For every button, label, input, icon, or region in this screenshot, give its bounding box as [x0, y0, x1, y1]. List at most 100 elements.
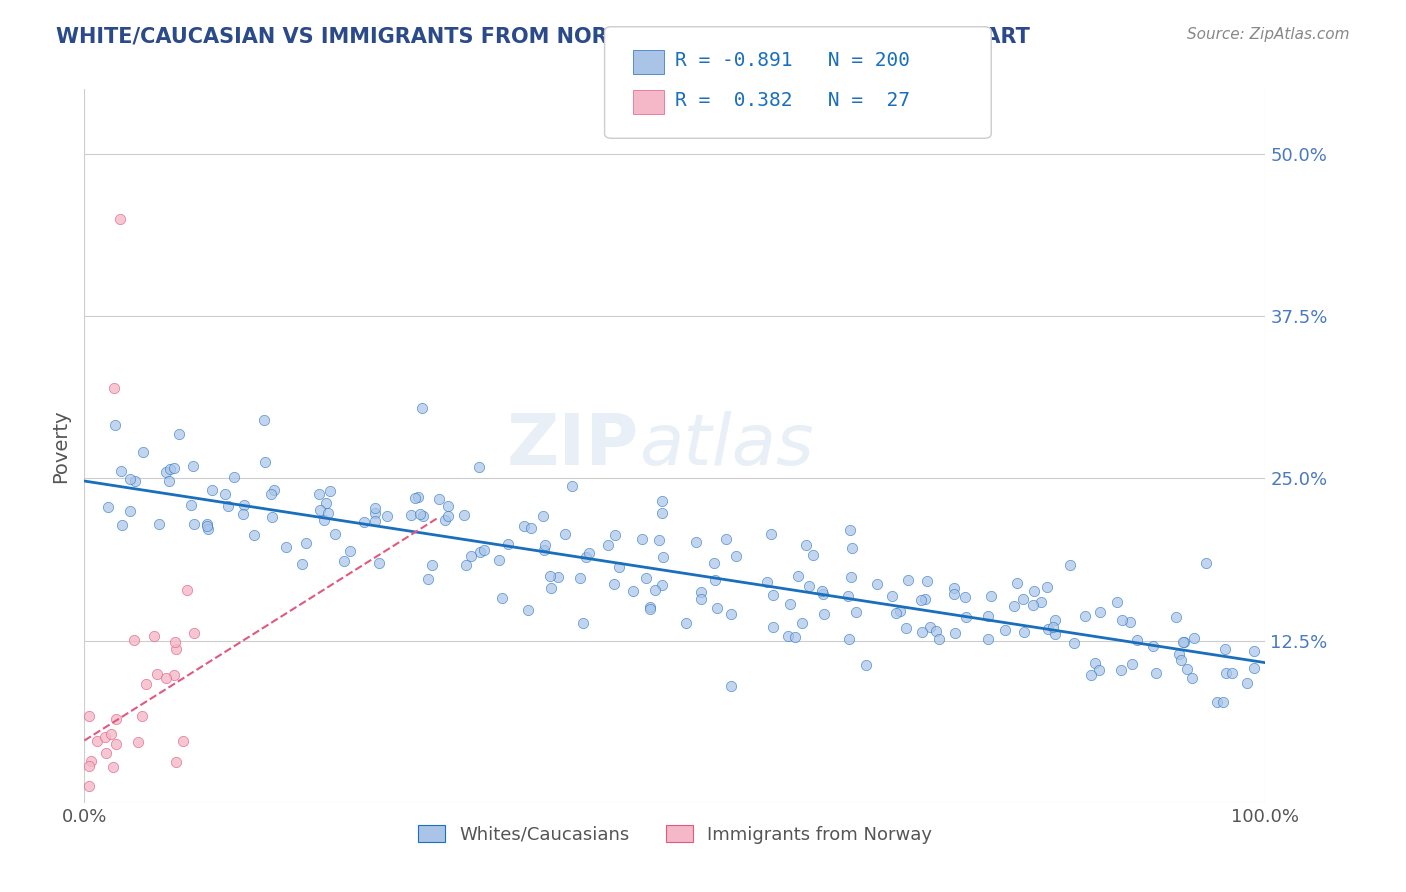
Point: [1168, 647, 1191, 661]
Point: [540, 581, 562, 595]
Point: [127, 735, 149, 749]
Point: [953, 590, 976, 604]
Point: [689, 591, 711, 606]
Point: [94, 746, 117, 760]
Point: [412, 509, 434, 524]
Point: [318, 483, 340, 498]
Point: [517, 603, 540, 617]
Point: [416, 572, 439, 586]
Point: [547, 570, 569, 584]
Point: [103, 381, 125, 395]
Point: [122, 632, 145, 647]
Point: [260, 510, 283, 524]
Point: [911, 625, 934, 640]
Point: [1171, 635, 1194, 649]
Point: [1088, 605, 1111, 619]
Point: [197, 522, 219, 536]
Point: [120, 472, 142, 486]
Point: [142, 629, 165, 643]
Point: [638, 599, 661, 614]
Point: [943, 626, 966, 640]
Point: [165, 755, 187, 769]
Point: [496, 536, 519, 550]
Point: [651, 578, 673, 592]
Point: [274, 540, 297, 554]
Point: [755, 574, 778, 589]
Point: [538, 569, 561, 583]
Point: [915, 574, 938, 589]
Point: [1007, 576, 1029, 591]
Point: [339, 543, 361, 558]
Point: [1181, 671, 1204, 685]
Point: [1206, 695, 1229, 709]
Point: [291, 557, 314, 571]
Point: [157, 474, 180, 488]
Y-axis label: Poverty: Poverty: [52, 409, 70, 483]
Point: [169, 427, 191, 442]
Point: [533, 542, 555, 557]
Point: [845, 605, 868, 619]
Text: atlas: atlas: [640, 411, 814, 481]
Point: [925, 624, 948, 639]
Point: [172, 734, 194, 748]
Point: [437, 508, 460, 523]
Point: [1111, 613, 1133, 627]
Point: [162, 667, 184, 681]
Point: [794, 538, 817, 552]
Point: [980, 589, 1002, 603]
Point: [260, 487, 283, 501]
Text: R = -0.891   N = 200: R = -0.891 N = 200: [675, 51, 910, 70]
Point: [531, 509, 554, 524]
Point: [1080, 668, 1102, 682]
Point: [453, 508, 475, 522]
Text: R =  0.382   N =  27: R = 0.382 N = 27: [675, 91, 910, 111]
Point: [404, 491, 426, 505]
Point: [222, 470, 245, 484]
Point: [578, 546, 600, 560]
Point: [135, 677, 157, 691]
Point: [1119, 615, 1142, 629]
Point: [1195, 556, 1218, 570]
Point: [1063, 636, 1085, 650]
Point: [621, 584, 644, 599]
Point: [685, 534, 707, 549]
Text: WHITE/CAUCASIAN VS IMMIGRANTS FROM NORWAY POVERTY CORRELATION CHART: WHITE/CAUCASIAN VS IMMIGRANTS FROM NORWA…: [56, 27, 1031, 46]
Point: [703, 557, 725, 571]
Point: [309, 503, 332, 517]
Point: [598, 538, 620, 552]
Point: [571, 616, 593, 631]
Point: [411, 401, 433, 415]
Point: [472, 543, 495, 558]
Point: [1215, 642, 1237, 657]
Point: [1215, 666, 1237, 681]
Point: [195, 517, 218, 532]
Point: [201, 483, 224, 497]
Point: [406, 490, 429, 504]
Point: [1236, 676, 1258, 690]
Legend: Whites/Caucasians, Immigrants from Norway: Whites/Caucasians, Immigrants from Norwa…: [411, 818, 939, 851]
Point: [1036, 622, 1059, 636]
Point: [994, 623, 1017, 637]
Text: ZIP: ZIP: [508, 411, 640, 481]
Point: [513, 519, 536, 533]
Point: [977, 609, 1000, 624]
Point: [104, 418, 127, 433]
Point: [720, 607, 742, 621]
Point: [1002, 599, 1025, 614]
Point: [675, 615, 697, 630]
Point: [1170, 653, 1192, 667]
Point: [866, 577, 889, 591]
Point: [470, 545, 492, 559]
Point: [77, 758, 100, 772]
Point: [955, 610, 977, 624]
Point: [159, 461, 181, 475]
Point: [896, 621, 918, 635]
Point: [183, 517, 205, 532]
Point: [561, 479, 583, 493]
Point: [183, 625, 205, 640]
Point: [1036, 580, 1059, 594]
Point: [1011, 591, 1033, 606]
Point: [108, 211, 131, 226]
Point: [217, 499, 239, 513]
Point: [1029, 595, 1052, 609]
